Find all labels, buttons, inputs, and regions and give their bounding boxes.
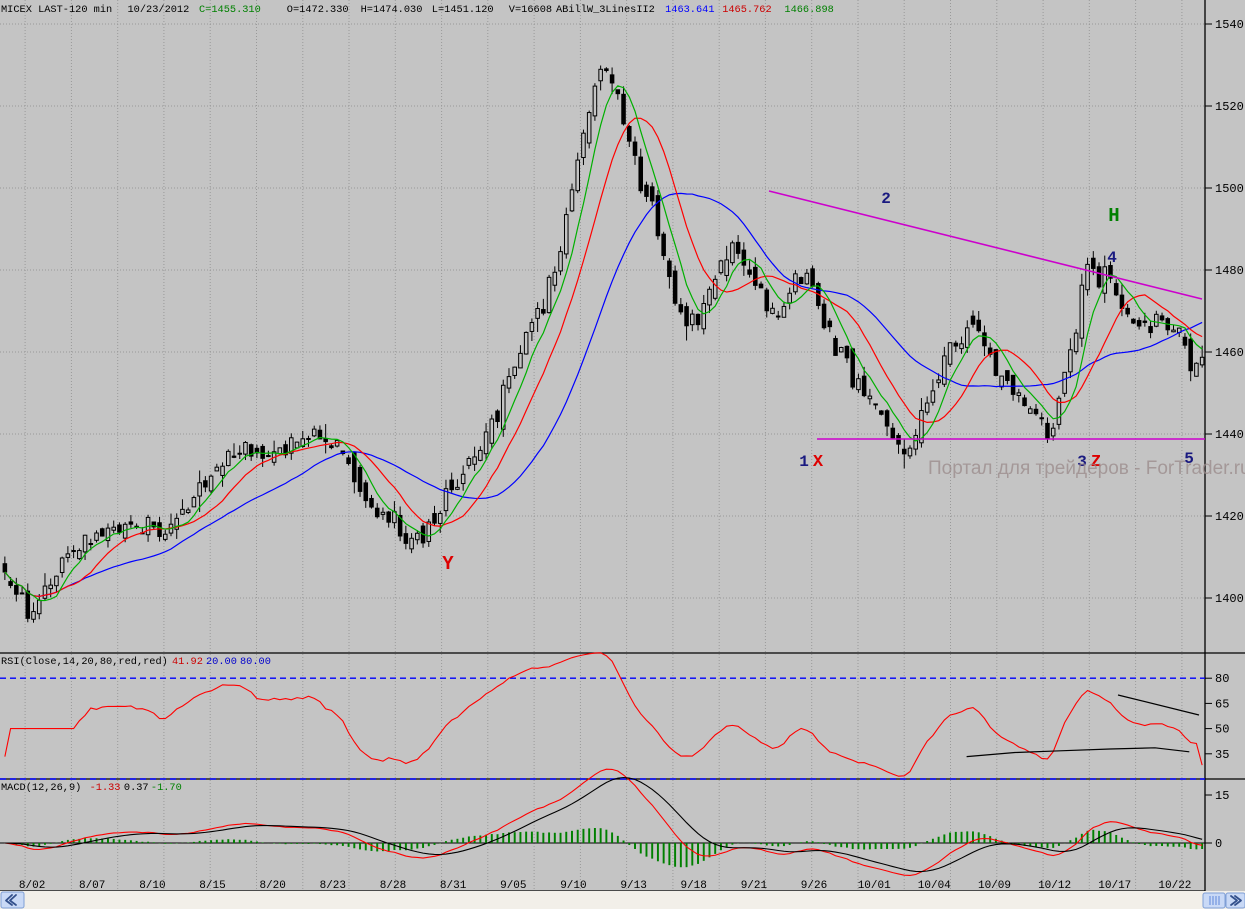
svg-text:X: X bbox=[813, 453, 824, 472]
svg-text:8/23: 8/23 bbox=[320, 880, 346, 892]
svg-text:1480: 1480 bbox=[1215, 264, 1244, 278]
svg-text:MACD(12,26,9): MACD(12,26,9) bbox=[1, 782, 81, 794]
svg-text:H: H bbox=[1108, 205, 1119, 227]
svg-text:10/01: 10/01 bbox=[858, 880, 891, 892]
svg-text:Портал для трейдеров - ForTrad: Портал для трейдеров - ForTrader.ru bbox=[928, 458, 1245, 479]
svg-text:1460: 1460 bbox=[1215, 346, 1244, 360]
svg-text:8/02: 8/02 bbox=[19, 880, 45, 892]
svg-text:10/22: 10/22 bbox=[1158, 880, 1191, 892]
svg-text:C=1455.310: C=1455.310 bbox=[199, 4, 261, 16]
svg-text:65: 65 bbox=[1215, 697, 1229, 711]
svg-text:4: 4 bbox=[1107, 249, 1117, 267]
svg-text:O=1472.330: O=1472.330 bbox=[287, 4, 349, 16]
svg-text:8/15: 8/15 bbox=[199, 880, 225, 892]
svg-text:8/31: 8/31 bbox=[440, 880, 467, 892]
svg-text:10/12: 10/12 bbox=[1038, 880, 1071, 892]
svg-text:1540: 1540 bbox=[1215, 18, 1244, 32]
svg-text:9/21: 9/21 bbox=[741, 880, 768, 892]
svg-text:1466.898: 1466.898 bbox=[784, 4, 833, 16]
svg-text:8/07: 8/07 bbox=[79, 880, 105, 892]
svg-text:H=1474.030: H=1474.030 bbox=[361, 4, 423, 16]
svg-text:1520: 1520 bbox=[1215, 100, 1244, 114]
svg-text:10/17: 10/17 bbox=[1098, 880, 1131, 892]
svg-text:8/20: 8/20 bbox=[259, 880, 285, 892]
svg-text:0.37: 0.37 bbox=[124, 782, 149, 794]
svg-text:1500: 1500 bbox=[1215, 182, 1244, 196]
svg-text:-1.70: -1.70 bbox=[151, 782, 182, 794]
svg-text:1465.762: 1465.762 bbox=[722, 4, 771, 16]
svg-text:9/05: 9/05 bbox=[500, 880, 526, 892]
svg-text:80: 80 bbox=[1215, 672, 1229, 686]
svg-text:0: 0 bbox=[1215, 837, 1222, 851]
svg-text:Y: Y bbox=[442, 553, 454, 575]
svg-text:V=16608: V=16608 bbox=[509, 4, 552, 16]
svg-text:41.92: 41.92 bbox=[172, 656, 203, 668]
svg-text:10/04: 10/04 bbox=[918, 880, 951, 892]
svg-text:8/28: 8/28 bbox=[380, 880, 406, 892]
svg-text:35: 35 bbox=[1215, 748, 1229, 762]
svg-text:50: 50 bbox=[1215, 723, 1229, 737]
svg-text:MICEX LAST-120 min: MICEX LAST-120 min bbox=[1, 4, 112, 16]
svg-text:15: 15 bbox=[1215, 789, 1229, 803]
svg-text:9/10: 9/10 bbox=[560, 880, 586, 892]
svg-text:RSI(Close,14,20,80,red,red): RSI(Close,14,20,80,red,red) bbox=[1, 656, 168, 668]
svg-text:1: 1 bbox=[799, 453, 809, 471]
svg-text:ABillW_3LinesII2: ABillW_3LinesII2 bbox=[556, 4, 655, 16]
svg-text:9/18: 9/18 bbox=[680, 880, 706, 892]
svg-text:L=1451.120: L=1451.120 bbox=[432, 4, 494, 16]
svg-text:80.00: 80.00 bbox=[240, 656, 271, 668]
svg-text:9/13: 9/13 bbox=[620, 880, 646, 892]
svg-text:1463.641: 1463.641 bbox=[665, 4, 714, 16]
svg-text:20.00: 20.00 bbox=[206, 656, 237, 668]
svg-text:8/10: 8/10 bbox=[139, 880, 165, 892]
svg-text:2: 2 bbox=[881, 190, 891, 208]
svg-text:1440: 1440 bbox=[1215, 428, 1244, 442]
svg-text:-1.33: -1.33 bbox=[90, 782, 121, 794]
svg-text:9/26: 9/26 bbox=[801, 880, 827, 892]
svg-text:1400: 1400 bbox=[1215, 592, 1244, 606]
svg-text:10/09: 10/09 bbox=[978, 880, 1011, 892]
svg-text:1420: 1420 bbox=[1215, 510, 1244, 524]
svg-text:10/23/2012: 10/23/2012 bbox=[128, 4, 190, 16]
